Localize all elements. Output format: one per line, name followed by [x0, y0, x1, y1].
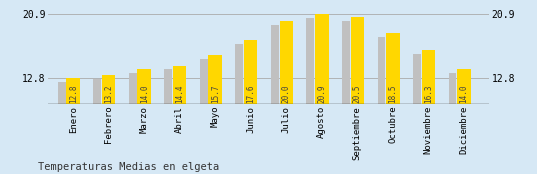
Bar	[351, 17, 364, 104]
Text: Temperaturas Medias en elgeta: Temperaturas Medias en elgeta	[38, 162, 219, 172]
Bar	[271, 25, 279, 104]
Bar	[137, 69, 151, 104]
Text: 20.5: 20.5	[353, 85, 362, 103]
Bar	[173, 66, 186, 104]
Text: 17.6: 17.6	[246, 85, 255, 103]
Bar	[129, 73, 137, 104]
Bar	[448, 73, 456, 104]
Bar	[244, 40, 258, 104]
Bar	[422, 50, 435, 104]
Text: 15.7: 15.7	[211, 85, 220, 103]
Text: 14.0: 14.0	[459, 85, 468, 103]
Bar	[93, 79, 101, 104]
Bar	[164, 69, 172, 104]
Bar	[315, 14, 329, 104]
Bar	[67, 78, 80, 104]
Bar	[457, 69, 470, 104]
Text: 20.0: 20.0	[282, 85, 291, 103]
Text: 20.9: 20.9	[317, 85, 326, 103]
Bar	[280, 21, 293, 104]
Bar	[208, 55, 222, 104]
Text: 13.2: 13.2	[104, 85, 113, 103]
Bar	[342, 21, 350, 104]
Bar	[200, 59, 208, 104]
Bar	[386, 33, 400, 104]
Text: 16.3: 16.3	[424, 85, 433, 103]
Bar	[58, 82, 66, 104]
Text: 18.5: 18.5	[388, 85, 397, 103]
Bar	[378, 37, 386, 104]
Bar	[236, 44, 243, 104]
Bar	[102, 75, 115, 104]
Text: 14.4: 14.4	[175, 85, 184, 103]
Text: 14.0: 14.0	[140, 85, 149, 103]
Bar	[307, 18, 314, 104]
Bar	[413, 54, 421, 104]
Text: 12.8: 12.8	[69, 85, 78, 103]
